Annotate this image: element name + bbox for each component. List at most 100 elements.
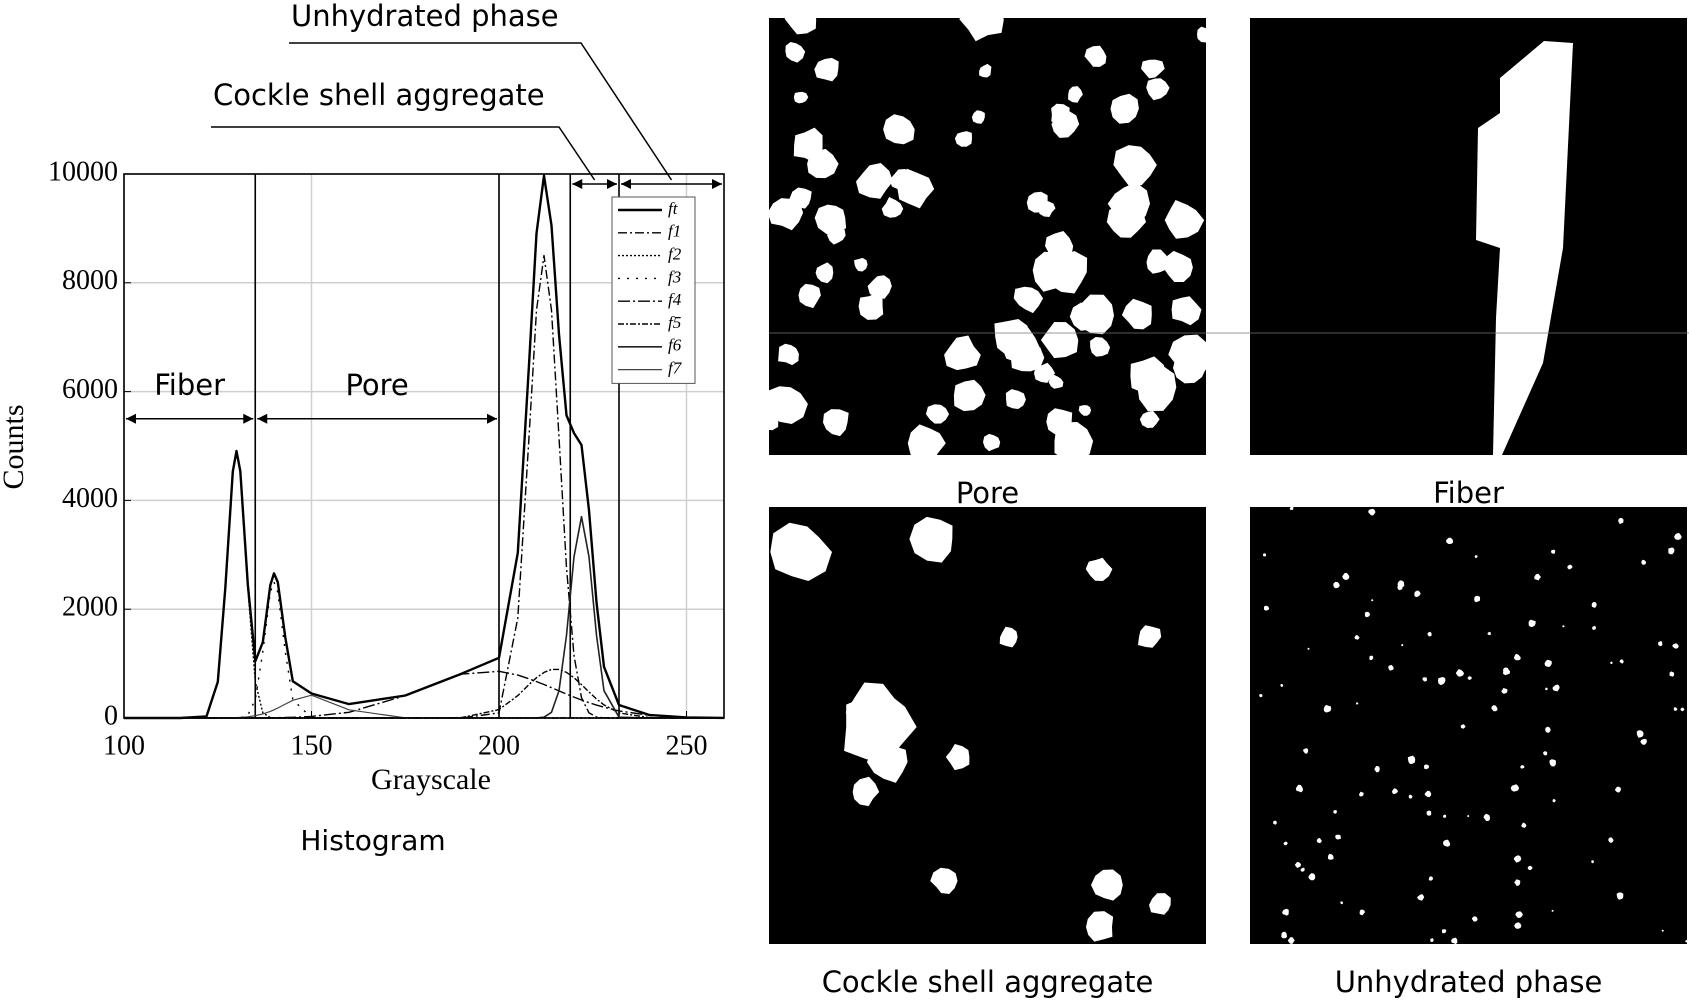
unhydrated-dot: [1397, 580, 1405, 588]
panel-caption: Fiber: [1433, 476, 1504, 510]
unhydrated-dot: [1262, 553, 1266, 557]
region-label: Unhydrated phase: [291, 0, 559, 33]
pore-blob: [1045, 251, 1088, 294]
pore-blob: [1040, 322, 1079, 359]
pore-blob: [944, 335, 981, 371]
legend-box: [611, 196, 696, 384]
pore-blob: [1106, 202, 1146, 238]
unhydrated-dot: [1424, 764, 1429, 770]
aggregate-blob: [1091, 869, 1123, 901]
image-content: [770, 516, 1171, 942]
unhydrated-dot: [1521, 822, 1527, 828]
pore-blob: [858, 293, 884, 320]
unhydrated-dot: [1417, 894, 1425, 901]
unhydrated-dot: [1359, 791, 1364, 797]
unhydrated-dot: [1503, 667, 1511, 676]
aggregate-blob: [909, 516, 953, 563]
unhydrated-dot: [1528, 619, 1536, 627]
pore-blob: [1054, 422, 1094, 455]
unhydrated-dot: [1618, 518, 1624, 525]
y-axis-label: Counts: [0, 404, 30, 489]
unhydrated-dot: [1685, 939, 1687, 943]
pore-blob: [1038, 200, 1056, 217]
unhydrated-dot: [1610, 661, 1613, 665]
pore-blob: [769, 386, 808, 424]
unhydrated-dot: [1294, 861, 1302, 868]
unhydrated-dot: [1259, 694, 1263, 698]
aggregate-blob: [1085, 557, 1113, 581]
legend-label: f3: [668, 267, 681, 286]
unhydrated-dot: [1308, 873, 1316, 881]
image-content: [1259, 507, 1687, 944]
pore-blob: [1013, 286, 1044, 314]
aggregate-blob: [1086, 911, 1114, 942]
unhydrated-dot: [1427, 631, 1432, 637]
unhydrated-dot: [1641, 559, 1647, 565]
unhydrated-dot: [1514, 922, 1522, 929]
segmentation-image: [1250, 507, 1687, 944]
pore-blob: [1146, 249, 1169, 274]
pore-blob: [1171, 296, 1202, 326]
unhydrated-dot: [1487, 631, 1491, 636]
pore-blob: [925, 404, 950, 424]
unhydrated-dot: [1636, 730, 1644, 738]
legend-label: f6: [668, 336, 682, 355]
plot-frame: [123, 173, 725, 719]
pore-blob: [1110, 93, 1139, 124]
pore-blob: [1068, 86, 1083, 103]
x-tick-label: 200: [478, 730, 520, 761]
x-tick-label: 250: [666, 730, 708, 761]
unhydrated-dot: [1474, 595, 1481, 603]
unhydrated-dot: [1273, 820, 1277, 825]
unhydrated-dot: [1592, 625, 1596, 630]
unhydrated-dot: [1401, 643, 1404, 647]
unhydrated-dot: [1562, 625, 1565, 628]
unhydrated-dot: [1263, 605, 1270, 611]
unhydrated-dot: [1616, 892, 1624, 900]
unhydrated-dot: [1491, 705, 1498, 712]
unhydrated-dot: [1527, 865, 1533, 870]
pore-blob: [965, 18, 980, 26]
unhydrated-dot: [1443, 839, 1451, 847]
unhydrated-dot: [1619, 659, 1624, 664]
unhydrated-dot: [1430, 938, 1434, 942]
unhydrated-dot: [1661, 929, 1664, 932]
pore-blob: [785, 42, 806, 63]
unhydrated-dot: [1303, 748, 1309, 754]
image-background: [1250, 18, 1687, 455]
unhydrated-dot: [1408, 794, 1413, 799]
region-label: Cockle shell aggregate: [213, 78, 545, 112]
unhydrated-dot: [1501, 687, 1508, 694]
pore-blob: [1069, 302, 1103, 331]
pore-blob: [979, 63, 992, 78]
unhydrated-dot: [1552, 684, 1560, 692]
pore-blob: [1146, 78, 1170, 101]
unhydrated-dot: [1281, 931, 1287, 939]
series-line: [124, 450, 724, 719]
pore-blob: [1139, 410, 1160, 428]
pore-blob: [971, 110, 985, 124]
unhydrated-dot: [1340, 901, 1343, 905]
unhydrated-dot: [1591, 602, 1597, 608]
unhydrated-dot: [1608, 837, 1614, 843]
pore-blob: [889, 169, 912, 190]
region-label: Pore: [345, 368, 408, 402]
pore-blob: [784, 18, 817, 35]
unhydrated-dot: [1551, 549, 1556, 554]
unhydrated-dot: [1333, 810, 1337, 814]
unhydrated-dot: [1354, 635, 1360, 640]
unhydrated-dot: [1335, 834, 1341, 840]
y-tick-label: 2000: [62, 592, 118, 623]
unhydrated-dot: [1441, 929, 1447, 934]
unhydrated-dot: [1371, 599, 1374, 602]
x-axis-label: Grayscale: [371, 763, 491, 796]
segmentation-image: [769, 507, 1206, 944]
y-tick-label: 4000: [62, 483, 118, 514]
pore-blob: [798, 283, 821, 309]
legend-label: f5: [668, 313, 681, 332]
unhydrated-dot: [1674, 533, 1682, 540]
pore-blob: [814, 57, 839, 82]
pore-blob: [1002, 327, 1040, 366]
pore-blob: [867, 275, 892, 299]
